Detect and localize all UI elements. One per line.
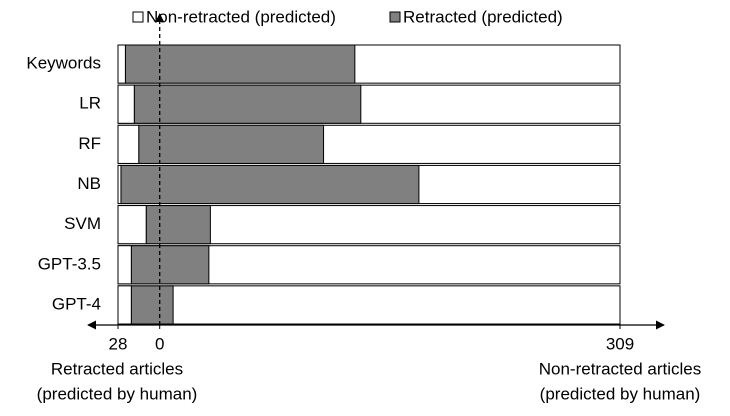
x-axis-title-right: Non-retracted articles xyxy=(539,359,702,378)
category-label: NB xyxy=(77,174,101,193)
bar-segment xyxy=(130,285,174,325)
bar-segment xyxy=(124,44,356,84)
legend-swatch xyxy=(132,11,144,23)
bar-segment xyxy=(117,124,140,164)
bar-segment xyxy=(120,164,420,205)
bar-segment xyxy=(117,44,126,84)
bar-segment xyxy=(117,205,147,245)
x-tick-label: 28 xyxy=(109,334,128,353)
legend-label: Non-retracted (predicted) xyxy=(146,7,336,26)
x-axis-title-left: (predicted by human) xyxy=(37,384,198,403)
x-axis-title-right: (predicted by human) xyxy=(540,384,701,403)
category-label: LR xyxy=(79,94,101,113)
legend-label: Retracted (predicted) xyxy=(403,7,563,26)
x-axis-title-left: Retracted articles xyxy=(51,359,183,378)
category-label: RF xyxy=(78,134,101,153)
bar-segment xyxy=(117,84,135,124)
bar-segment xyxy=(117,245,132,285)
legend-swatch xyxy=(389,11,401,23)
bar-segment xyxy=(130,245,210,285)
bar-segment xyxy=(145,205,211,245)
category-label: GPT-3.5 xyxy=(38,254,101,273)
bar-frame xyxy=(117,285,621,325)
category-label: GPT-4 xyxy=(52,294,101,313)
category-label: SVM xyxy=(64,214,101,233)
bar-segment xyxy=(133,84,362,124)
x-tick-label: 309 xyxy=(606,334,634,353)
category-label: Keywords xyxy=(26,54,101,73)
bar-segment xyxy=(117,285,132,325)
x-tick-label: 0 xyxy=(155,334,164,353)
bar-segment xyxy=(138,124,325,164)
